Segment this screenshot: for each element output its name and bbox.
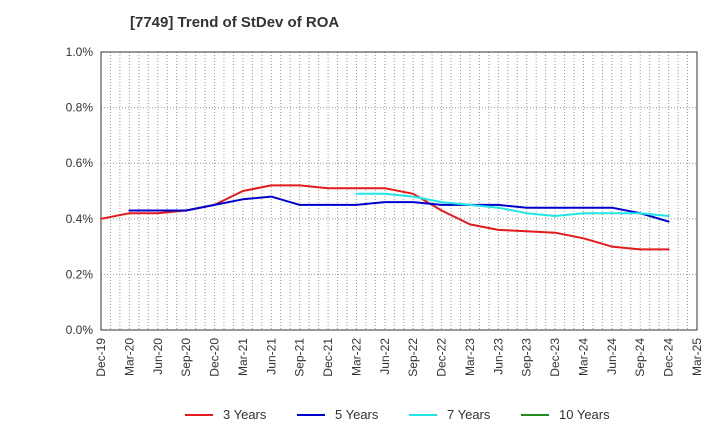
chart-title: [7749] Trend of StDev of ROA: [130, 14, 340, 31]
x-tick-label: Sep-21: [293, 338, 307, 377]
x-tick-label: Sep-22: [406, 338, 420, 377]
series-line-2: [355, 192, 670, 217]
x-tick-label: Sep-20: [179, 338, 193, 377]
x-tick-label: Mar-25: [690, 338, 704, 376]
x-tick-label: Sep-23: [520, 338, 534, 377]
x-tick-label: Dec-21: [321, 338, 335, 377]
x-tick-label: Mar-20: [122, 338, 136, 376]
y-tick-label: 1.0%: [66, 45, 94, 59]
legend-label-1: 5 Years: [335, 407, 379, 422]
x-tick-label: Dec-20: [208, 338, 222, 377]
y-tick-label: 0.2%: [66, 267, 94, 281]
x-tick-label: Mar-24: [576, 338, 590, 376]
x-tick-label: Dec-24: [662, 338, 676, 377]
y-tick-label: 0.6%: [66, 156, 94, 170]
x-tick-label: Jun-22: [378, 338, 392, 375]
x-tick-label: Mar-22: [349, 338, 363, 376]
y-tick-label: 0.4%: [66, 212, 94, 226]
x-tick-label: Jun-23: [491, 338, 505, 375]
legend-label-2: 7 Years: [447, 407, 491, 422]
x-tick-label: Dec-19: [94, 338, 108, 377]
x-tick-label: Mar-21: [236, 338, 250, 376]
legend-label-3: 10 Years: [559, 407, 610, 422]
y-tick-label: 0.8%: [66, 101, 94, 115]
x-tick-label: Sep-24: [633, 338, 647, 377]
legend-label-0: 3 Years: [223, 407, 267, 422]
x-tick-label: Jun-24: [605, 338, 619, 375]
series-line-1: [128, 195, 670, 223]
x-tick-label: Dec-23: [548, 338, 562, 377]
x-tick-label: Jun-20: [151, 338, 165, 375]
y-tick-label: 0.0%: [66, 323, 94, 337]
plot-border: [100, 51, 698, 331]
x-tick-label: Jun-21: [264, 338, 278, 375]
x-tick-label: Mar-23: [463, 338, 477, 376]
x-tick-label: Dec-22: [435, 338, 449, 377]
